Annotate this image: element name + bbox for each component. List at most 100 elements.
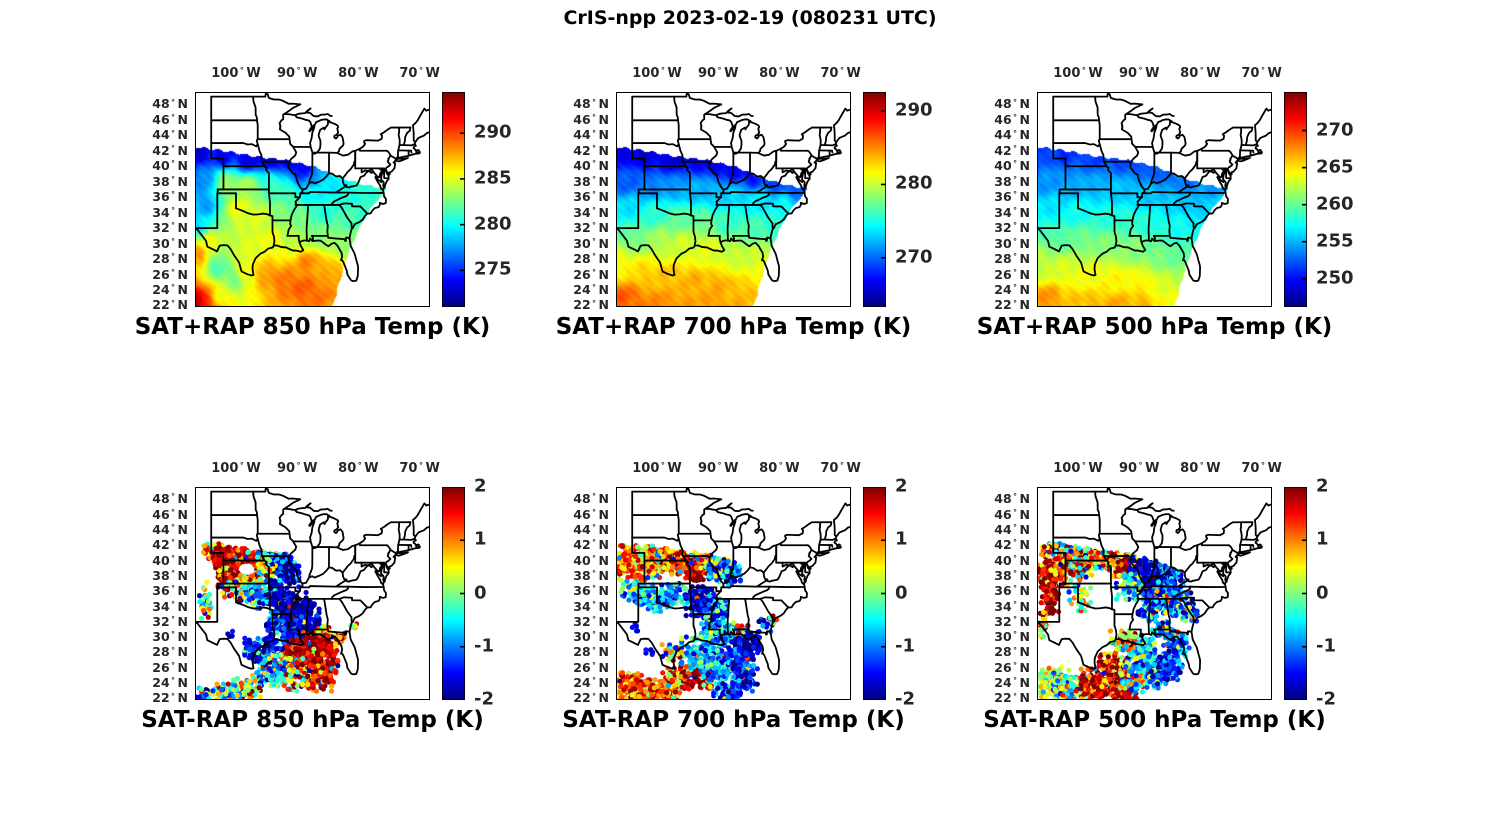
degree-symbol: ° [296,66,301,76]
degree-symbol: ° [171,507,176,517]
y-tick-label: 36 ° N [573,583,609,599]
degree-symbol: ° [1013,205,1018,215]
degree-symbol: ° [1013,190,1018,200]
y-tick-label: 32 ° N [573,220,609,236]
degree-symbol: ° [1138,461,1143,471]
degree-symbol: ° [592,492,597,502]
degree-symbol: ° [171,128,176,138]
y-tick-label: 30 ° N [152,235,188,251]
y-tick-label: 36 ° N [994,583,1030,599]
map-canvas-sat-plus-rap-850 [195,92,430,307]
degree-symbol: ° [778,461,783,471]
colorbar-tick-label: 290 [895,99,933,121]
degree-symbol: ° [418,66,423,76]
y-tick-label: 44 ° N [994,127,1030,143]
colorbar-tick-label: 270 [895,246,933,268]
x-tick-label: 80 ° W [338,66,379,81]
degree-symbol: ° [1013,144,1018,153]
y-tick-label: 38 ° N [573,567,609,583]
map-canvas-sat-plus-rap-700 [616,92,851,307]
x-tick-label: 70 ° W [1241,66,1282,81]
y-tick-label: 22 ° N [994,690,1030,706]
degree-symbol: ° [1013,267,1018,277]
y-tick-label: 22 ° N [573,297,609,313]
degree-symbol: ° [171,523,176,533]
x-tick-label: 80 ° W [759,66,800,81]
degree-symbol: ° [1013,523,1018,533]
degree-symbol: ° [296,461,301,471]
y-tick-label: 22 ° N [152,297,188,313]
y-tick-label: 38 ° N [152,567,188,583]
y-tick-label: 24 ° N [152,281,188,297]
y-tick-label: 28 ° N [152,251,188,267]
degree-symbol: ° [1199,66,1204,76]
colorbar-tick-label: -1 [895,635,915,657]
degree-symbol: ° [717,461,722,471]
degree-symbol: ° [1013,221,1018,231]
colorbar-tick-label: 0 [1316,581,1329,603]
degree-symbol: ° [171,298,176,308]
degree-symbol: ° [171,144,176,153]
colorbar-sat-plus-rap-500 [1284,92,1307,307]
y-tick-label: 48 ° N [994,491,1030,507]
y-tick-label: 26 ° N [573,266,609,282]
degree-symbol: ° [171,492,176,502]
y-tick-label: 38 ° N [994,567,1030,583]
y-tick-label: 34 ° N [573,598,609,614]
degree-symbol: ° [1199,461,1204,471]
degree-symbol: ° [171,584,176,594]
colorbar-tick-label: -2 [474,688,494,710]
colorbar-sat-minus-rap-500 [1284,487,1307,700]
degree-symbol: ° [592,676,597,686]
degree-symbol: ° [592,236,597,246]
y-tick-label: 36 ° N [152,583,188,599]
colorbar-tick-label: 0 [895,581,908,603]
y-tick-label: 36 ° N [152,189,188,205]
degree-symbol: ° [592,205,597,215]
y-tick-label: 32 ° N [573,613,609,629]
colorbar-tick-label: 2 [474,475,487,497]
degree-symbol: ° [1013,645,1018,655]
degree-symbol: ° [839,66,844,76]
degree-symbol: ° [592,569,597,579]
y-tick-label: 48 ° N [994,96,1030,112]
y-tick-label: 30 ° N [573,235,609,251]
y-tick-label: 32 ° N [994,613,1030,629]
degree-symbol: ° [1260,66,1265,76]
degree-symbol: ° [171,283,176,293]
degree-symbol: ° [1138,66,1143,76]
degree-symbol: ° [171,645,176,655]
colorbar-tick-label: -1 [474,635,494,657]
degree-symbol: ° [171,538,176,548]
y-tick-label: 40 ° N [573,158,609,174]
colorbar-tick-label: 285 [474,167,512,189]
colorbar-sat-minus-rap-700 [863,487,886,700]
degree-symbol: ° [171,113,176,123]
y-tick-label: 44 ° N [152,127,188,143]
degree-symbol: ° [592,113,597,123]
y-tick-label: 40 ° N [994,552,1030,568]
y-tick-label: 22 ° N [994,297,1030,313]
degree-symbol: ° [1013,283,1018,293]
y-tick-label: 34 ° N [994,598,1030,614]
degree-symbol: ° [717,66,722,76]
degree-symbol: ° [171,267,176,277]
degree-symbol: ° [171,159,176,169]
colorbar-tick-label: 275 [474,258,512,280]
y-tick-label: 22 ° N [152,690,188,706]
degree-symbol: ° [171,190,176,200]
colorbar-tick-label: -1 [1316,635,1336,657]
y-tick-label: 26 ° N [152,659,188,675]
degree-symbol: ° [357,66,362,76]
y-tick-label: 30 ° N [573,629,609,645]
y-tick-label: 44 ° N [152,521,188,537]
degree-symbol: ° [171,236,176,246]
y-tick-label: 48 ° N [573,96,609,112]
colorbar-tick-label: 270 [1316,118,1354,140]
degree-symbol: ° [592,190,597,200]
y-tick-label: 44 ° N [573,127,609,143]
colorbar-tick-label: -2 [895,688,915,710]
degree-symbol: ° [592,221,597,231]
x-tick-label: 80 ° W [759,461,800,476]
